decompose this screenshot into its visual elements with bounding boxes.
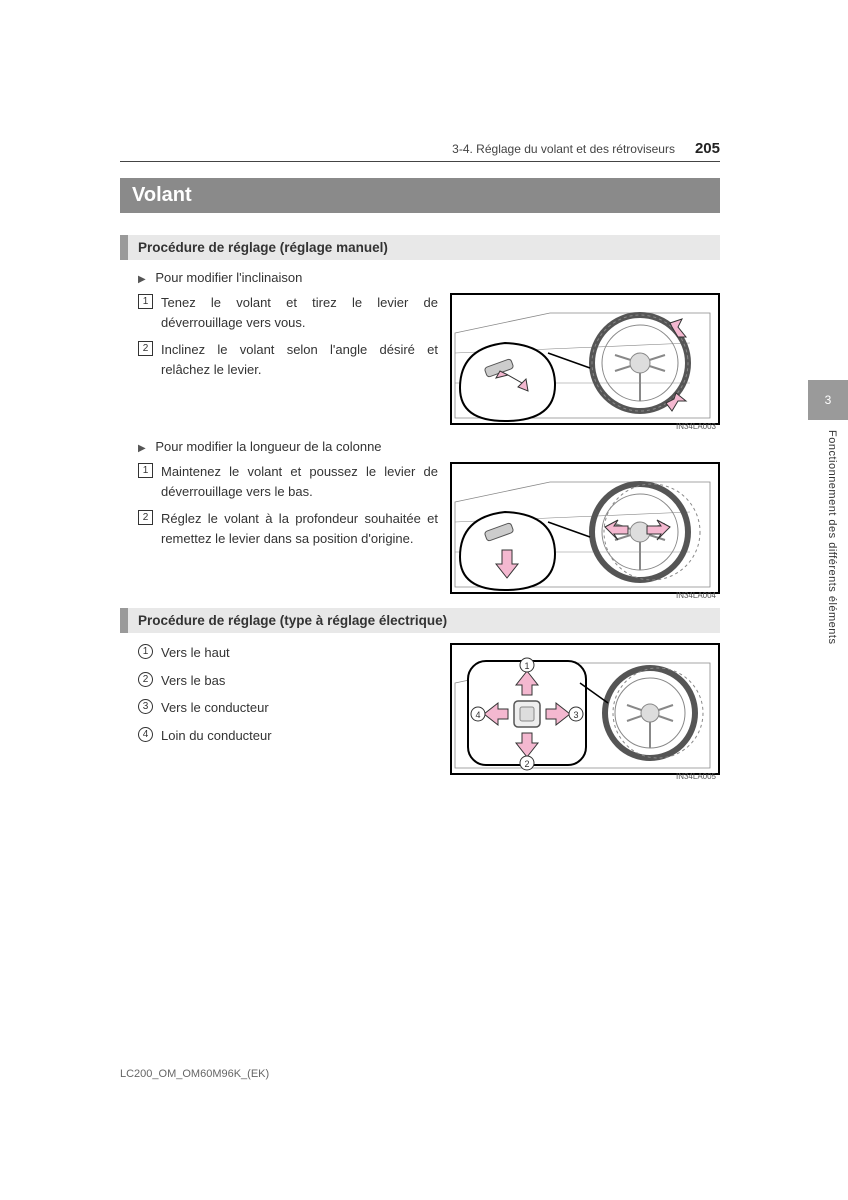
text-col: 1 Vers le haut 2 Vers le bas 3 Vers le c…	[120, 643, 438, 783]
svg-text:2: 2	[524, 759, 529, 769]
step-number-box: 2	[138, 341, 153, 356]
triangle-bullet-icon: ▶	[138, 274, 146, 285]
triangle-bullet-icon: ▶	[138, 443, 146, 454]
step-text: Maintenez le volant et poussez le levier…	[161, 462, 438, 501]
figure-col: IN34LA003	[450, 293, 720, 433]
figure-telescope: IN34LA004	[450, 462, 720, 602]
item-number-circle: 1	[138, 644, 153, 659]
sub-intro-telescope: ▶ Pour modifier la longueur de la colonn…	[138, 439, 720, 454]
item-text: Vers le bas	[161, 671, 225, 691]
page-title: Volant	[120, 178, 720, 213]
item-number-circle: 4	[138, 727, 153, 742]
content-row-electric: 1 Vers le haut 2 Vers le bas 3 Vers le c…	[120, 643, 720, 783]
figure-col: IN34LA004	[450, 462, 720, 602]
page-number: 205	[695, 140, 720, 157]
svg-text:1: 1	[524, 661, 529, 671]
step-text: Inclinez le volant selon l'angle désiré …	[161, 340, 438, 379]
section-heading-electric: Procédure de réglage (type à réglage éle…	[120, 608, 720, 633]
figure-col: 1 2 3 4 IN34LA005	[450, 643, 720, 783]
figure-electric: 1 2 3 4 IN34LA005	[450, 643, 720, 783]
section-heading-manual: Procédure de réglage (réglage manuel)	[120, 235, 720, 260]
step-text: Tenez le volant et tirez le levier de dé…	[161, 293, 438, 332]
svg-text:3: 3	[573, 710, 578, 720]
figure-label: IN34LA004	[676, 591, 716, 600]
figure-label: IN34LA005	[676, 772, 716, 781]
item-text: Loin du conducteur	[161, 726, 272, 746]
item-number-circle: 3	[138, 699, 153, 714]
document-code: LC200_OM_OM60M96K_(EK)	[120, 1068, 269, 1080]
step-item: 1 Maintenez le volant et poussez le levi…	[138, 462, 438, 501]
chapter-number: 3	[825, 393, 832, 407]
item-text: Vers le haut	[161, 643, 230, 663]
list-item: 2 Vers le bas	[138, 671, 438, 691]
svg-text:4: 4	[475, 710, 480, 720]
item-text: Vers le conducteur	[161, 698, 269, 718]
list-item: 4 Loin du conducteur	[138, 726, 438, 746]
step-number-box: 1	[138, 294, 153, 309]
sub-intro-text: Pour modifier la longueur de la colonne	[155, 439, 381, 454]
content-row-tilt: 1 Tenez le volant et tirez le levier de …	[120, 293, 720, 433]
sub-intro-tilt: ▶ Pour modifier l'inclinaison	[138, 270, 720, 285]
step-item: 1 Tenez le volant et tirez le levier de …	[138, 293, 438, 332]
step-item: 2 Réglez le volant à la profondeur souha…	[138, 509, 438, 548]
step-text: Réglez le volant à la profondeur souhait…	[161, 509, 438, 548]
list-item: 1 Vers le haut	[138, 643, 438, 663]
manual-page: 3-4. Réglage du volant et des rétroviseu…	[120, 140, 720, 789]
figure-label: IN34LA003	[676, 422, 716, 431]
item-number-circle: 2	[138, 672, 153, 687]
text-col: 1 Maintenez le volant et poussez le levi…	[120, 462, 438, 602]
list-item: 3 Vers le conducteur	[138, 698, 438, 718]
figure-tilt: IN34LA003	[450, 293, 720, 433]
content-row-telescope: 1 Maintenez le volant et poussez le levi…	[120, 462, 720, 602]
breadcrumb: 3-4. Réglage du volant et des rétroviseu…	[452, 142, 675, 156]
text-col: 1 Tenez le volant et tirez le levier de …	[120, 293, 438, 433]
sub-intro-text: Pour modifier l'inclinaison	[155, 270, 302, 285]
chapter-side-title: Fonctionnement des différents éléments	[826, 430, 838, 644]
page-header: 3-4. Réglage du volant et des rétroviseu…	[120, 140, 720, 162]
step-number-box: 1	[138, 463, 153, 478]
step-item: 2 Inclinez le volant selon l'angle désir…	[138, 340, 438, 379]
step-number-box: 2	[138, 510, 153, 525]
chapter-tab: 3	[808, 380, 848, 420]
